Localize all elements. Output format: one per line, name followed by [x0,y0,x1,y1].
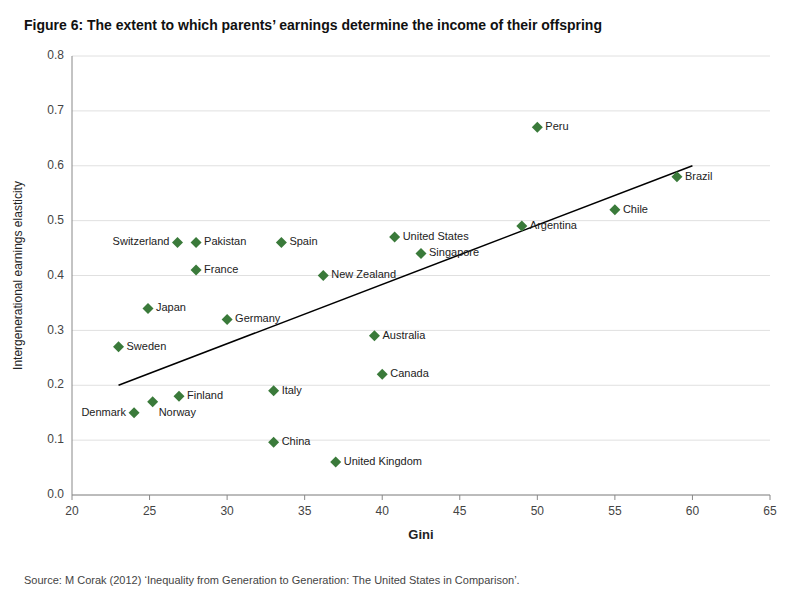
grid-line [72,495,770,496]
y-tick-label: 0.0 [47,487,64,501]
point-label: Italy [282,384,303,396]
x-tick-label: 40 [376,504,390,518]
y-tick-label: 0.7 [47,103,64,117]
point-labels: Sweden Denmark Norway Finland Japan Switzerla… [81,120,712,467]
x-tick [459,495,460,500]
point-label: Chile [623,203,648,215]
point-label: Singapore [429,246,479,258]
x-tick [72,495,73,500]
title: Figure 6: The extent to which parents’ e… [24,17,602,33]
point-label: New Zealand [331,268,396,280]
point [532,122,543,133]
grid-line [72,165,770,166]
point [268,385,279,396]
x-axis-line [72,495,770,496]
point [318,270,329,281]
x-tick [614,495,615,500]
y-tick-label: 0.4 [47,268,64,282]
x-tick-label: 25 [143,504,157,518]
point-label: United States [403,230,470,242]
point [276,237,287,248]
grid [72,56,770,495]
x-tick-label: 30 [220,504,234,518]
point-label: Switzerland [113,235,170,247]
point-label: China [282,435,312,447]
y-tick-label: 0.1 [47,432,64,446]
x-axis-label: Gini [408,527,433,542]
point [369,330,380,341]
point-label: Germany [235,312,281,324]
x-tick [692,495,693,500]
y-tick-label: 0.8 [47,48,64,62]
point-label: Sweden [127,340,167,352]
x-tick-label: 20 [65,504,79,518]
trendline [119,166,693,386]
point [172,237,183,248]
point-label: Peru [545,120,568,132]
x-tick [149,495,150,500]
y-tick-label: 0.2 [47,377,64,391]
point [191,265,202,276]
point-label: Pakistan [204,235,246,247]
point [268,437,279,448]
point [174,391,185,402]
grid-line [72,56,770,57]
x-tick [227,495,228,500]
x-tick [770,495,771,500]
point-label: Japan [156,301,186,313]
axes: 0.0 0.1 0.2 0.3 0.4 0.5 0.6 0.7 0.8 20 25 30 35 40 45 5… [47,48,777,518]
x-tick-label: 55 [608,504,622,518]
point [147,396,158,407]
source-note: Source: M Corak (2012) ‘Inequality from … [24,574,520,586]
x-tick [537,495,538,500]
grid-line [72,220,770,221]
point [671,171,682,182]
point [143,303,154,314]
x-tick-label: 50 [531,504,545,518]
x-tick [304,495,305,500]
y-axis-line [72,56,73,495]
point [416,248,427,259]
point [129,407,140,418]
grid-line [72,385,770,386]
point-label: Brazil [685,170,713,182]
y-tick-label: 0.5 [47,213,64,227]
y-axis-label: Intergenerational earnings elasticity [11,181,25,370]
point-label: Australia [382,329,426,341]
point [609,204,620,215]
x-tick-label: 65 [763,504,777,518]
plot-area [113,122,692,468]
point-label: Denmark [81,406,126,418]
point-label: Spain [289,235,317,247]
point [191,237,202,248]
x-tick-label: 35 [298,504,312,518]
x-tick [382,495,383,500]
point [113,341,124,352]
point [516,221,527,232]
point-label: France [204,263,238,275]
x-tick-label: 45 [453,504,467,518]
point-label: United Kingdom [344,455,422,467]
y-tick-label: 0.3 [47,323,64,337]
point-label: Finland [187,389,223,401]
point [377,369,388,380]
grid-line [72,275,770,276]
grid-line [72,110,770,111]
point [330,457,341,468]
point [389,232,400,243]
point [222,314,233,325]
chart: Figure 6: The extent to which parents’ e… [0,0,800,600]
point-label: Argentina [530,219,578,231]
y-tick-label: 0.6 [47,158,64,172]
x-tick-label: 60 [686,504,700,518]
point-label: Norway [159,406,197,418]
grid-line [72,440,770,441]
point-label: Canada [390,367,429,379]
